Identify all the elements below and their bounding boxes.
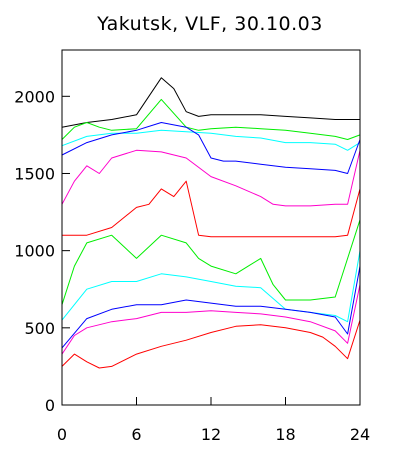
plot-frame [61, 49, 361, 406]
series-line-6 [62, 180, 361, 238]
tick-layer [61, 95, 361, 406]
chart-title: Yakutsk, VLF, 30.10.03 [96, 13, 323, 35]
y-tick-label-4: 2000 [14, 87, 55, 106]
series-line-3 [61, 129, 361, 151]
x-tick-label-2: 12 [201, 425, 221, 444]
series-line-10 [61, 284, 361, 355]
series-layer [61, 77, 361, 369]
series-line-1 [61, 77, 360, 128]
series-line-5 [61, 149, 361, 207]
x-tick-label-0: 0 [57, 425, 67, 444]
x-tick-label-1: 6 [131, 425, 141, 444]
y-tick-label-0: 0 [45, 396, 55, 415]
y-tick-label-2: 1000 [14, 242, 55, 261]
series-line-2 [61, 98, 361, 140]
series-line-9 [61, 266, 361, 349]
series-line-7 [61, 219, 361, 305]
tick-label-layer: 0 6 12 18 24 0 500 1000 1500 2000 [14, 87, 370, 444]
x-tick-label-4: 24 [350, 425, 370, 444]
y-tick-label-3: 1500 [14, 164, 55, 183]
series-line-11 [61, 319, 361, 369]
series-line-4 [61, 122, 361, 174]
x-tick-label-3: 18 [275, 425, 295, 444]
y-tick-label-1: 500 [24, 319, 55, 338]
series-line-8 [61, 250, 361, 323]
